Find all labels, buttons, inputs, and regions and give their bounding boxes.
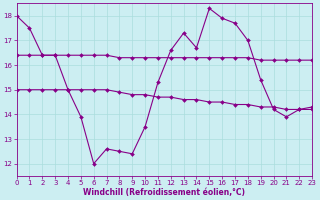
X-axis label: Windchill (Refroidissement éolien,°C): Windchill (Refroidissement éolien,°C)	[84, 188, 245, 197]
